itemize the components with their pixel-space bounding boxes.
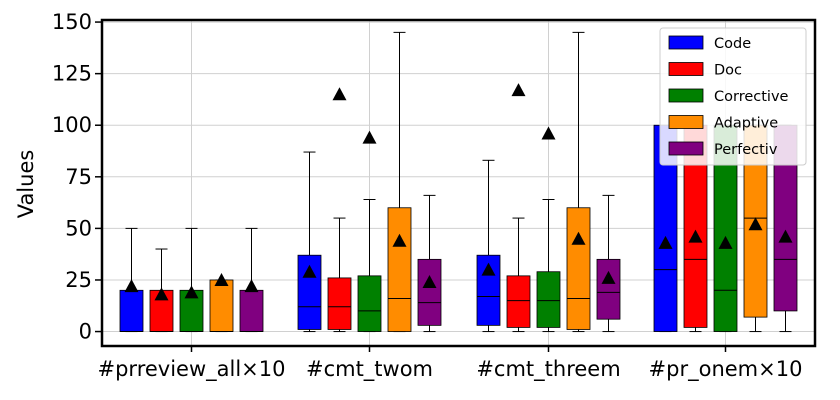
legend-label: Adaptive (714, 116, 778, 132)
iqr-box (387, 207, 412, 332)
legend-label: Corrective (714, 89, 789, 105)
legend-swatch (668, 88, 704, 103)
plot-frame (100, 18, 817, 348)
box-code-3 (476, 159, 501, 333)
box-corrective-2 (357, 199, 382, 333)
legend-swatch (668, 62, 704, 76)
iqr-box (239, 289, 264, 332)
y-tick-label: 0 (79, 320, 92, 344)
mean-marker (124, 279, 139, 293)
iqr-box (596, 258, 621, 320)
box-perfectiv-3 (596, 194, 621, 333)
legend-item-adaptive: Adaptive (668, 115, 778, 132)
mean-marker (511, 83, 526, 97)
mean-marker (244, 279, 259, 293)
legend-swatch (668, 141, 704, 156)
y-axis-title: Values (14, 150, 38, 219)
mean-marker (688, 229, 703, 243)
iqr-box (536, 271, 561, 328)
box-corrective-1 (179, 227, 204, 333)
mean-marker (214, 272, 229, 286)
mean-marker (481, 262, 496, 276)
box-adaptive-2 (387, 31, 412, 333)
iqr-box (357, 275, 382, 332)
mean-marker (154, 287, 169, 301)
boxes (119, 31, 798, 333)
legend-label: Perfectiv (714, 142, 778, 158)
mean-marker (362, 130, 377, 144)
mean-marker (778, 229, 793, 243)
legend-item-code: Code (668, 35, 751, 52)
legend: Code Doc Corrective Adaptive Perfectiv (659, 27, 807, 166)
legend-swatch (668, 35, 704, 50)
box-code-1 (119, 227, 144, 333)
y-tick-label: 50 (65, 216, 92, 240)
legend-swatch (668, 115, 704, 129)
iqr-box (209, 279, 234, 332)
mean-marker (658, 235, 673, 249)
box-perfectiv-2 (417, 194, 442, 333)
iqr-box (417, 258, 442, 326)
box-doc-1 (149, 248, 174, 333)
iqr-box (327, 277, 352, 330)
mean-markers (124, 83, 793, 301)
mean-marker (748, 217, 763, 231)
x-category-label: #cmt_threem (476, 357, 620, 382)
x-category-label: #cmt_twom (306, 357, 433, 382)
y-tick-label: 125 (52, 62, 92, 86)
iqr-box (297, 254, 322, 330)
mean-marker (184, 285, 199, 299)
legend-label: Doc (714, 63, 742, 79)
legend-item-doc: Doc (668, 62, 742, 79)
box-corrective-3 (536, 199, 561, 333)
mean-marker (422, 275, 437, 289)
x-category-label: #pr_onem×10 (649, 357, 803, 382)
legend-label: Code (714, 36, 751, 52)
iqr-box (119, 289, 144, 332)
mean-marker (601, 270, 616, 284)
iqr-box (566, 207, 591, 330)
y-axis-ticks: 0 25 50 75 100 125 150 (52, 10, 102, 344)
box-doc-2 (327, 217, 352, 333)
y-tick-label: 100 (52, 113, 92, 137)
legend-item-corrective: Corrective (668, 88, 789, 105)
iqr-box (476, 254, 501, 326)
mean-marker (332, 87, 347, 101)
mean-marker (392, 233, 407, 247)
iqr-box (506, 275, 531, 328)
mean-marker (541, 126, 556, 140)
mean-marker (302, 264, 317, 278)
mean-marker (718, 235, 733, 249)
y-tick-label: 75 (65, 165, 92, 189)
legend-item-perfectiv: Perfectiv (668, 141, 778, 158)
box-adaptive-3 (566, 31, 591, 333)
mean-marker (571, 231, 586, 245)
y-tick-label: 25 (65, 268, 92, 292)
x-category-label: #prreview_all×10 (98, 357, 286, 382)
y-tick-label: 150 (52, 10, 92, 34)
x-axis-categories: #prreview_all×10 #cmt_twom #cmt_threem #pr_… (98, 346, 803, 382)
box-code-2 (297, 151, 322, 333)
box-adaptive-1 (209, 279, 234, 333)
box-doc-3 (506, 217, 531, 333)
